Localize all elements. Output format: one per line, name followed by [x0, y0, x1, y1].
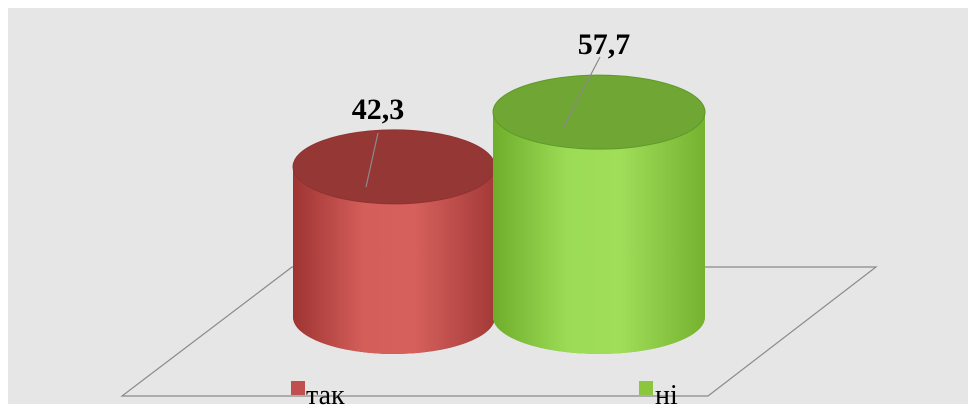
leader-line-ni	[562, 56, 601, 129]
bar-ni-body	[493, 112, 705, 354]
data-label-tak: 42,3	[352, 93, 405, 126]
bar-tak	[292, 129, 496, 354]
legend-swatch-tak	[291, 381, 305, 395]
leader-line-tak	[365, 132, 379, 188]
legend-label-tak: так	[306, 380, 345, 411]
bar-tak-top	[292, 129, 496, 205]
data-label-ni: 57,7	[578, 28, 631, 61]
legend: так ні	[291, 380, 678, 411]
bar-ni-top	[492, 74, 706, 150]
legend-swatch-ni	[639, 381, 653, 395]
legend-label-ni: ні	[655, 380, 678, 411]
bar-tak-body	[293, 166, 495, 354]
bar-ni	[492, 74, 706, 354]
